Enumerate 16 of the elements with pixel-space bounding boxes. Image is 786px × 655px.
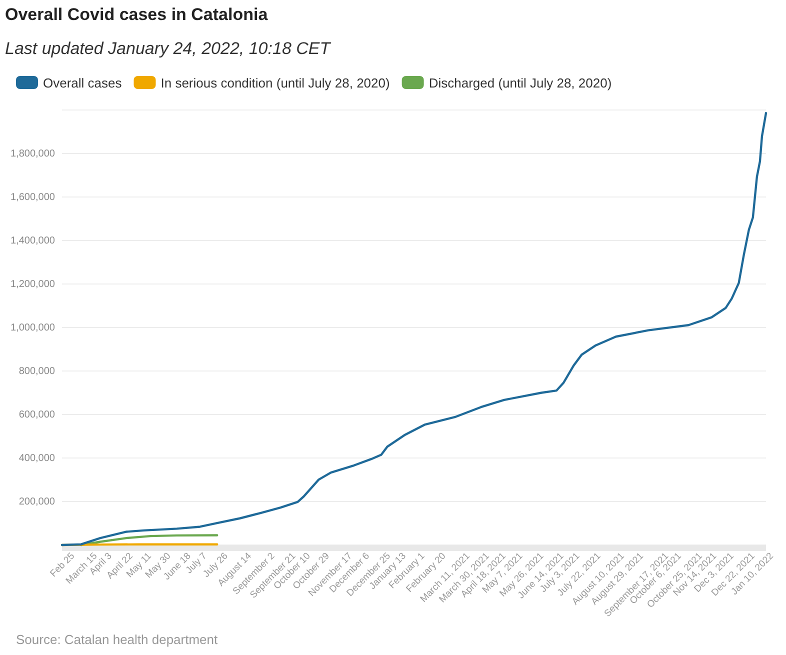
legend-label: Discharged (until July 28, 2020) bbox=[428, 76, 612, 90]
chart-subtitle: Last updated January 24, 2022, 10:18 CET bbox=[5, 39, 332, 58]
y-tick-label: 1,800,000 bbox=[10, 148, 56, 160]
y-tick-label: 1,400,000 bbox=[10, 236, 56, 247]
y-tick-label: 600,000 bbox=[18, 410, 56, 421]
y-tick-label: 1,000,000 bbox=[10, 322, 56, 334]
y-tick-label: 400,000 bbox=[18, 453, 56, 464]
chart-title: Overall Covid cases in Catalonia bbox=[5, 5, 268, 24]
y-tick-label: 1,200,000 bbox=[10, 279, 56, 290]
y-tick-label: 200,000 bbox=[18, 496, 56, 508]
y-tick-label: 1,600,000 bbox=[10, 192, 56, 204]
line-series bbox=[60, 112, 768, 546]
legend-label: Overall cases bbox=[43, 76, 122, 90]
source-note: Source: Catalan health department bbox=[16, 632, 218, 647]
legend-label: In serious condition (until July 28, 2020) bbox=[160, 76, 390, 90]
y-tick-label: 800,000 bbox=[18, 366, 56, 378]
